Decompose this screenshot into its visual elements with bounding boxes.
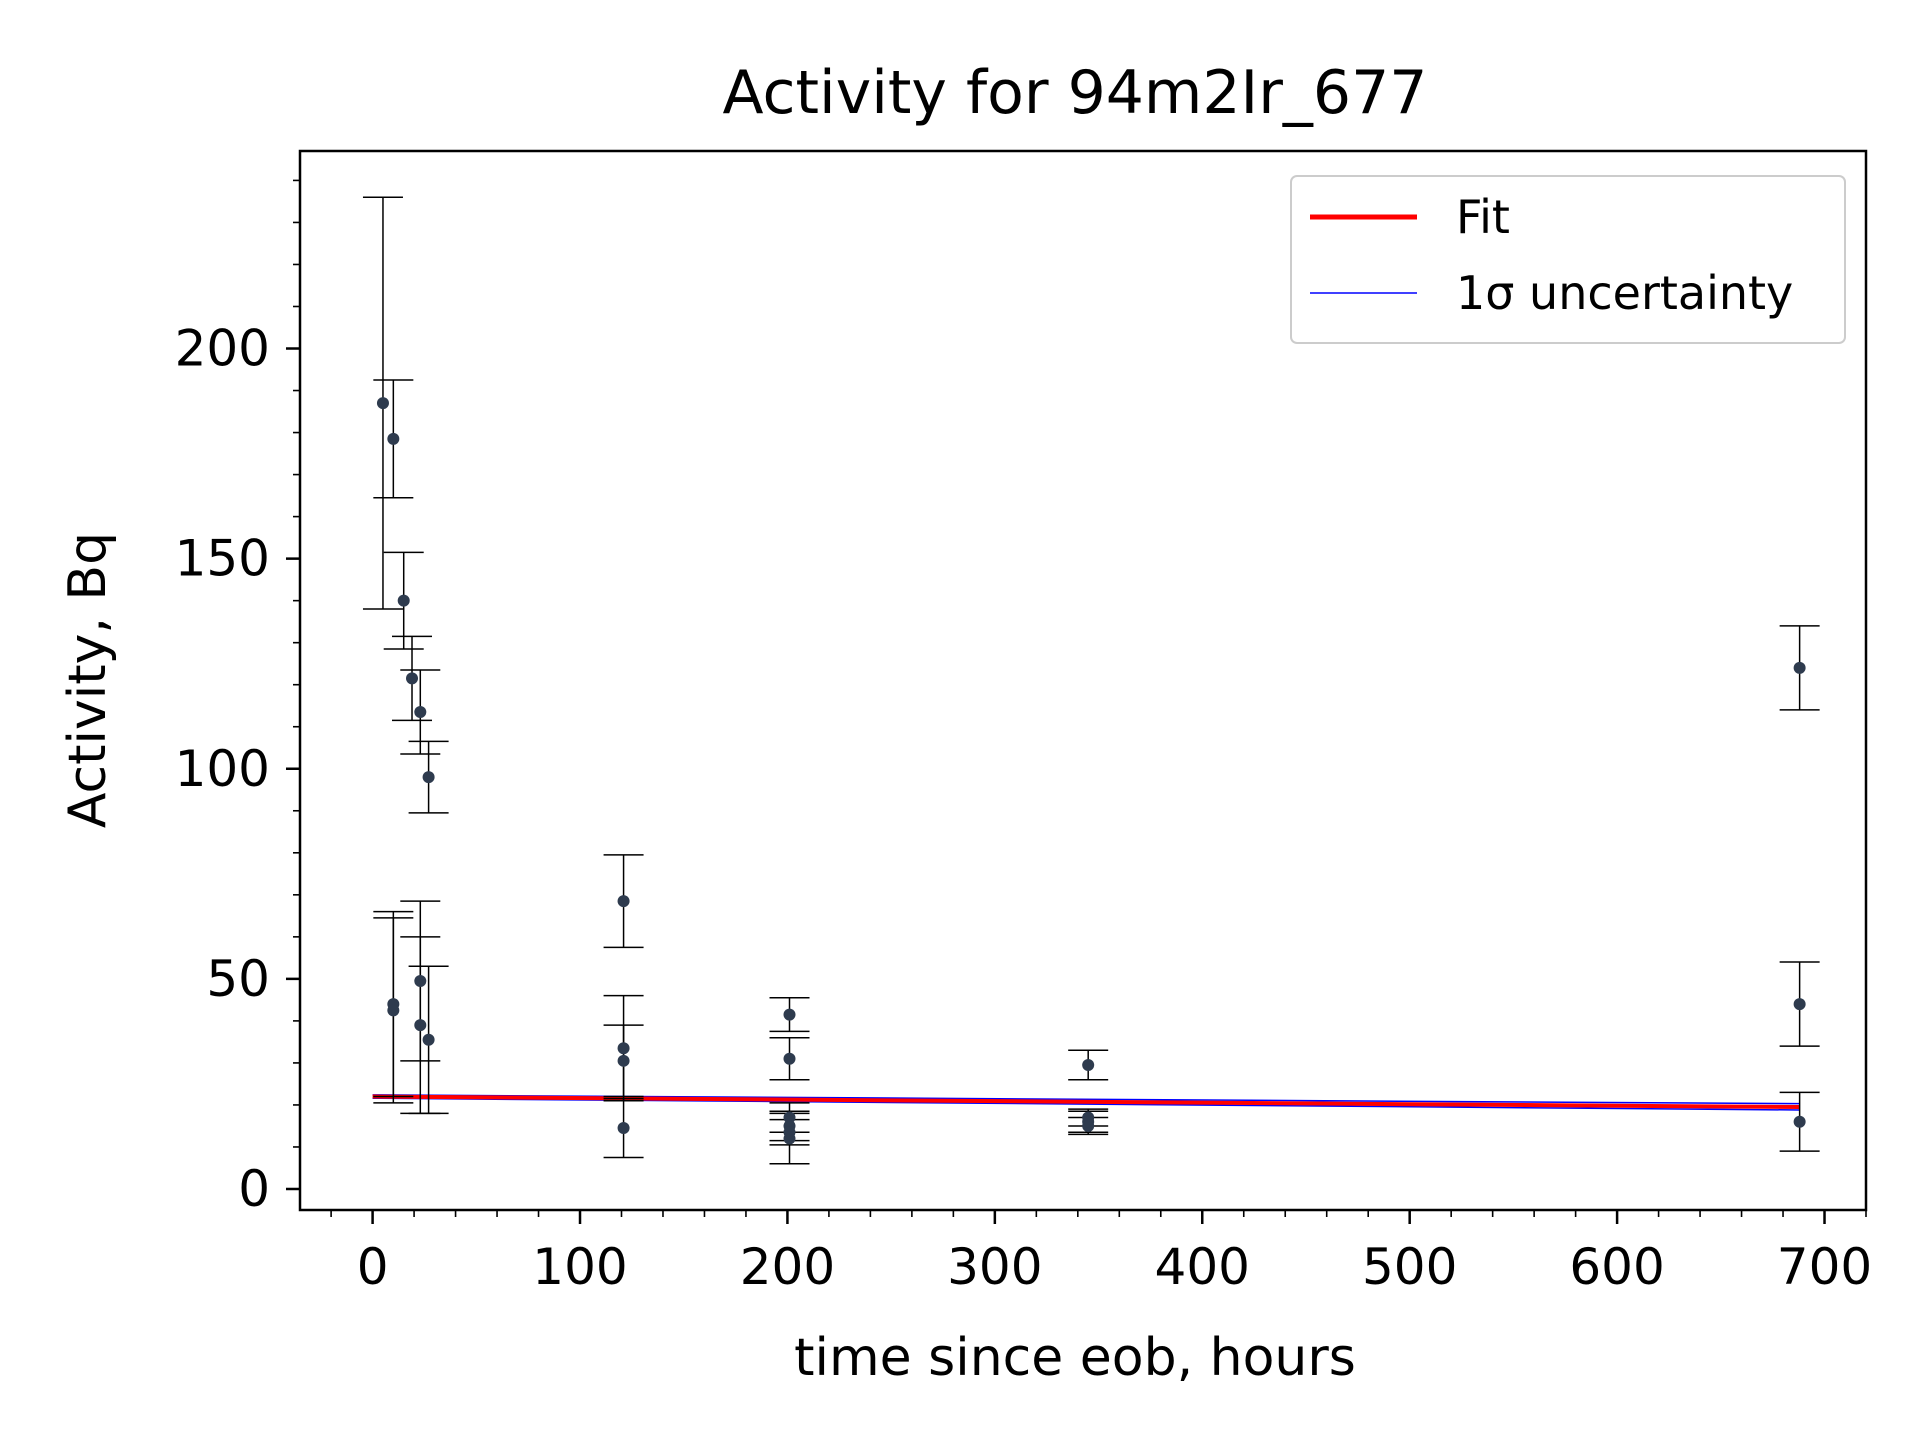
legend-frame [1290, 175, 1846, 344]
y-tick-label: 100 [175, 740, 270, 798]
data-point [1793, 661, 1806, 674]
data-point [376, 397, 389, 410]
data-point [387, 1004, 400, 1017]
data-point [617, 1122, 630, 1135]
data-point [397, 594, 410, 607]
x-tick-label: 100 [532, 1238, 627, 1296]
x-axis-label: time since eob, hours [794, 1328, 1356, 1388]
chart-title: Activity for 94m2Ir_677 [723, 58, 1428, 128]
y-axis-label: Activity, Bq [58, 532, 118, 828]
data-point [387, 432, 400, 445]
x-tick-label: 200 [740, 1238, 835, 1296]
data-point [783, 1052, 796, 1065]
y-tick-label: 200 [175, 320, 270, 378]
data-point [1082, 1059, 1095, 1072]
y-tick-label: 150 [175, 530, 270, 588]
data-point [783, 1008, 796, 1021]
legend: Fit 1σ uncertainty [1290, 175, 1846, 344]
legend-uncertainty-label: 1σ uncertainty [1456, 266, 1793, 320]
data-point [617, 1054, 630, 1067]
data-points [376, 397, 1806, 1145]
data-point [617, 895, 630, 908]
x-tick-label: 500 [1362, 1238, 1457, 1296]
data-point [783, 1132, 796, 1145]
data-point [422, 771, 435, 784]
x-tick-label: 400 [1155, 1238, 1250, 1296]
data-point [1793, 1115, 1806, 1128]
plot-area [298, 149, 1868, 1212]
x-tick-label: 700 [1777, 1238, 1872, 1296]
data-point [1793, 998, 1806, 1011]
legend-fit-label: Fit [1456, 190, 1510, 244]
data-point [414, 1019, 427, 1032]
x-tick-label: 600 [1569, 1238, 1664, 1296]
axes: 0 100 200 300 400 500 600 700 0 50 100 150 200 [175, 179, 1872, 1296]
data-point [1082, 1119, 1095, 1132]
data-point [422, 1033, 435, 1046]
y-tick-label: 50 [206, 950, 270, 1008]
y-tick-label: 0 [238, 1160, 270, 1218]
plot-frame [298, 149, 1868, 1212]
x-tick-label: 300 [947, 1238, 1042, 1296]
data-point [617, 1042, 630, 1055]
x-tick-label: 0 [357, 1238, 389, 1296]
data-point [783, 1111, 796, 1124]
data-point [414, 706, 427, 719]
data-point [406, 672, 419, 685]
data-point [414, 974, 427, 987]
